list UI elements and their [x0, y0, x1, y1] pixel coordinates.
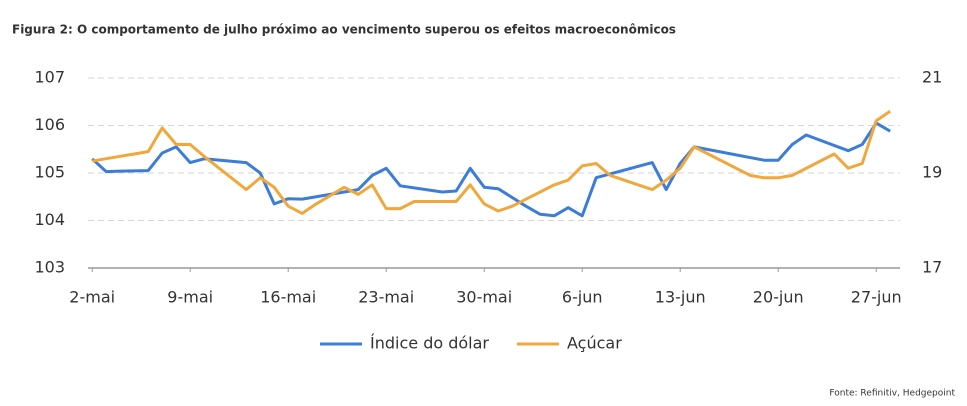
x-tick-label: 20-jun [753, 288, 804, 307]
y-tick-label: 103 [34, 258, 65, 277]
source: Fonte: Refinitiv, Hedgepoint [829, 389, 955, 399]
series-line [91, 109, 892, 215]
x-tick-label: 2-mai [69, 288, 115, 307]
x-tick-label: 23-mai [358, 288, 414, 307]
x-tick-label: 30-mai [456, 288, 512, 307]
y-tick-label: 105 [34, 163, 65, 182]
series-line [91, 121, 891, 218]
legend-label: Açúcar [567, 334, 622, 353]
y-tick-label: 106 [34, 115, 65, 134]
y2-tick-label: 21 [922, 68, 942, 87]
x-tick-label: 27-jun [851, 288, 902, 307]
chart-title: Figura 2: O comportamento de julho próxi… [12, 23, 676, 37]
y2-tick-label: 19 [922, 163, 942, 182]
y-tick-label: 107 [34, 68, 65, 87]
x-tick-label: 13-jun [655, 288, 706, 307]
y-tick-label: 104 [34, 210, 65, 229]
x-tick-label: 16-mai [260, 288, 316, 307]
y2-tick-label: 17 [922, 258, 942, 277]
legend-label: Índice do dólar [370, 334, 489, 353]
x-tick-label: 9-mai [167, 288, 213, 307]
x-tick-label: 6-jun [562, 288, 603, 307]
